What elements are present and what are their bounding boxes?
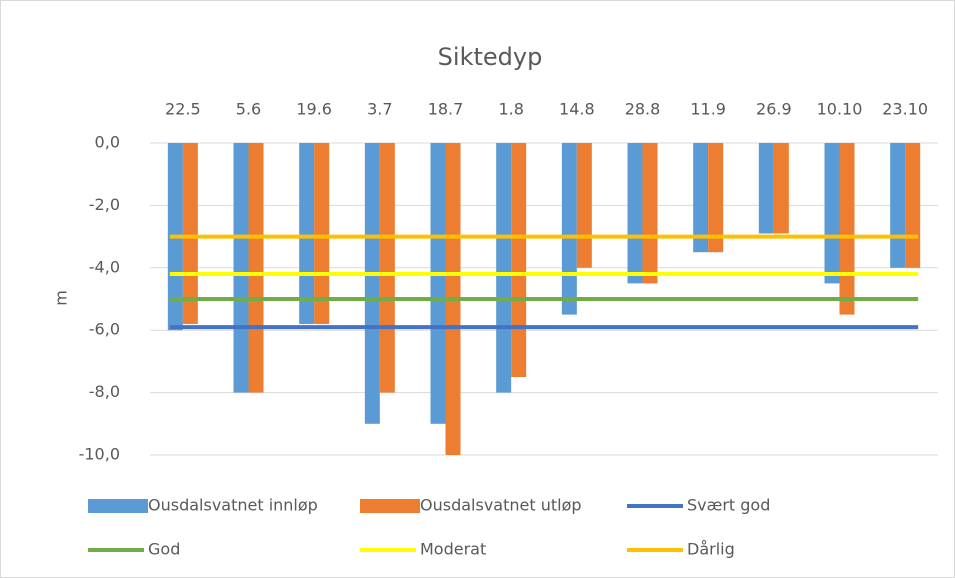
bar xyxy=(379,143,395,393)
bar xyxy=(693,143,709,253)
bar xyxy=(773,143,789,234)
legend-label: Dårlig xyxy=(687,540,735,559)
bar xyxy=(182,143,198,324)
bar xyxy=(364,143,380,424)
legend-label: God xyxy=(148,540,180,559)
y-tick-label: -10,0 xyxy=(79,445,120,464)
x-tick-label: 11.9 xyxy=(690,100,726,119)
x-tick-label: 1.8 xyxy=(498,100,523,119)
bar xyxy=(430,143,446,424)
bar xyxy=(642,143,658,284)
x-tick-label: 5.6 xyxy=(236,100,261,119)
x-tick-label: 14.8 xyxy=(559,100,595,119)
bar xyxy=(314,143,330,324)
legend-swatch xyxy=(88,499,148,513)
x-tick-label: 3.7 xyxy=(367,100,392,119)
legend-label: Ousdalsvatnet innløp xyxy=(148,496,318,515)
x-tick-label: 28.8 xyxy=(625,100,661,119)
bar xyxy=(708,143,724,253)
chart-title: Siktedyp xyxy=(438,43,543,71)
bar xyxy=(758,143,774,234)
y-tick-label: -6,0 xyxy=(89,320,120,339)
bar xyxy=(576,143,592,268)
bar xyxy=(248,143,264,393)
x-tick-label: 22.5 xyxy=(165,100,201,119)
bar xyxy=(627,143,643,284)
y-tick-label: -2,0 xyxy=(89,195,120,214)
x-tick-label: 23.10 xyxy=(882,100,928,119)
x-tick-label: 19.6 xyxy=(296,100,332,119)
legend-label: Ousdalsvatnet utløp xyxy=(420,496,582,515)
legend-swatch xyxy=(360,499,420,513)
bar xyxy=(496,143,512,393)
bar xyxy=(233,143,249,393)
bar xyxy=(511,143,527,377)
x-tick-label: 26.9 xyxy=(756,100,792,119)
bar xyxy=(839,143,855,315)
x-tick-label: 18.7 xyxy=(428,100,464,119)
bar xyxy=(561,143,577,315)
legend-label: Moderat xyxy=(420,540,486,559)
y-tick-label: -8,0 xyxy=(89,382,120,401)
bar xyxy=(890,143,906,268)
y-tick-label: -4,0 xyxy=(89,257,120,276)
x-tick-label: 10.10 xyxy=(817,100,863,119)
y-tick-label: 0,0 xyxy=(95,133,120,152)
y-axis-label: m xyxy=(52,290,71,306)
bar xyxy=(824,143,840,284)
bar xyxy=(905,143,921,268)
legend-label: Svært god xyxy=(687,496,770,515)
bar xyxy=(299,143,315,324)
